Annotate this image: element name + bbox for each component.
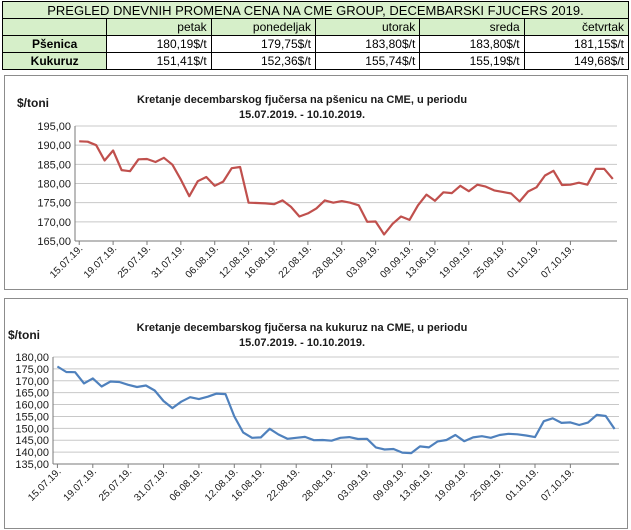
corn-y-tick-label: 150,00 <box>15 423 49 435</box>
corn-price-line <box>56 365 616 455</box>
wheat-y-tick-label: 185,00 <box>37 159 71 171</box>
day-header: utorak <box>314 18 421 36</box>
wheat-price-line <box>79 140 614 236</box>
table-title: PREGLED DNEVNIH PROMENA CENA NA CME GROU… <box>2 1 629 19</box>
corn-y-tick-label: 160,00 <box>15 400 49 412</box>
corn-chart-svg: Kretanje decembarskog fjučersa na kukuru… <box>8 322 619 504</box>
wheat-y-tick-label: 165,00 <box>37 236 71 248</box>
table-row-wheat: Pšenica 180,19$/t 179,75$/t 183,80$/t 18… <box>1 35 630 53</box>
wheat-y-axis-label: $/toni <box>17 96 49 110</box>
wheat-x-tick-label: 31.07.19. <box>150 243 187 280</box>
day-header: četvrtak <box>523 18 630 36</box>
price-cell: 183,80$/t <box>314 35 421 53</box>
corn-y-tick-label: 155,00 <box>15 411 49 423</box>
wheat-x-tick-label: 01.10.19. <box>505 243 542 280</box>
corn-y-tick-label: 170,00 <box>15 376 49 388</box>
wheat-x-tick-label: 25.07.19. <box>116 243 153 280</box>
wheat-y-tick-label: 195,00 <box>37 121 71 133</box>
corn-y-tick-label: 145,00 <box>15 435 49 447</box>
price-cell: 155,74$/t <box>314 52 421 70</box>
corn-x-tick-label: 25.09.19. <box>468 466 505 503</box>
table-row-corn: Kukuruz 151,41$/t 152,36$/t 155,74$/t 15… <box>1 52 630 70</box>
wheat-x-tick-label: 28.08.19. <box>311 243 348 280</box>
row-label: Kukuruz <box>1 52 108 70</box>
corn-y-tick-label: 165,00 <box>15 388 49 400</box>
corn-x-tick-label: 22.08.19. <box>265 466 302 503</box>
day-header: ponedeljak <box>210 18 316 36</box>
price-cell: 151,41$/t <box>106 52 212 70</box>
day-header: sreda <box>419 18 525 36</box>
table-corner-cell <box>1 18 108 36</box>
corn-y-tick-label: 135,00 <box>15 459 49 471</box>
price-cell: 152,36$/t <box>210 52 316 70</box>
corn-x-tick-label: 03.09.19. <box>336 466 373 503</box>
wheat-y-tick-label: 190,00 <box>37 140 71 152</box>
corn-y-tick-label: 175,00 <box>15 364 49 376</box>
corn-x-tick-label: 06.08.19. <box>168 466 205 503</box>
wheat-chart-svg: Kretanje decembarskog fjučersa na pšenic… <box>17 94 617 281</box>
price-cell: 181,15$/t <box>523 35 630 53</box>
wheat-x-tick-label: 19.07.19. <box>82 243 119 280</box>
corn-chart-title: 15.07.2019. - 10.10.2019. <box>239 337 365 349</box>
corn-y-tick-label: 180,00 <box>15 352 49 364</box>
wheat-price-chart: Kretanje decembarskog fjučersa na pšenic… <box>4 75 628 290</box>
price-cell: 179,75$/t <box>210 35 316 53</box>
wheat-y-tick-label: 175,00 <box>37 198 71 210</box>
corn-y-axis-label: $/toni <box>8 328 40 342</box>
corn-x-tick-label: 31.07.19. <box>132 466 169 503</box>
wheat-x-tick-label: 07.10.19. <box>539 243 576 280</box>
corn-x-tick-label: 28.08.19. <box>300 466 337 503</box>
corn-y-tick-label: 140,00 <box>15 447 49 459</box>
corn-x-tick-label: 07.10.19. <box>539 466 576 503</box>
wheat-x-tick-label: 22.08.19. <box>277 243 314 280</box>
table-title-row: PREGLED DNEVNIH PROMENA CENA NA CME GROU… <box>2 1 629 19</box>
day-header: petak <box>106 18 212 36</box>
wheat-chart-title: 15.07.2019. - 10.10.2019. <box>239 109 365 121</box>
wheat-x-tick-label: 15.07.19. <box>48 243 85 280</box>
wheat-chart-title: Kretanje decembarskog fjučersa na pšenic… <box>137 94 467 106</box>
corn-x-tick-label: 19.09.19. <box>433 466 470 503</box>
row-label: Pšenica <box>1 35 108 53</box>
corn-x-tick-label: 19.07.19. <box>62 466 99 503</box>
corn-x-tick-label: 25.07.19. <box>97 466 134 503</box>
price-cell: 155,19$/t <box>419 52 525 70</box>
wheat-x-tick-label: 19.09.19. <box>438 243 475 280</box>
price-cell: 180,19$/t <box>106 35 212 53</box>
price-change-table: PREGLED DNEVNIH PROMENA CENA NA CME GROU… <box>1 1 630 70</box>
corn-chart-title: Kretanje decembarskog fjučersa na kukuru… <box>137 322 468 334</box>
wheat-x-tick-label: 25.09.19. <box>472 243 509 280</box>
price-cell: 183,80$/t <box>419 35 525 53</box>
corn-x-tick-label: 15.07.19. <box>26 466 63 503</box>
corn-x-tick-label: 01.10.19. <box>504 466 541 503</box>
corn-price-chart: Kretanje decembarskog fjučersa na kukuru… <box>4 298 628 529</box>
table-header-row: petak ponedeljak utorak sreda četvrtak <box>1 18 630 36</box>
wheat-y-tick-label: 170,00 <box>37 217 71 229</box>
price-cell: 149,68$/t <box>523 52 630 70</box>
wheat-x-tick-label: 03.09.19. <box>344 243 381 280</box>
wheat-y-tick-label: 180,00 <box>37 179 71 191</box>
wheat-x-tick-label: 06.08.19. <box>184 243 221 280</box>
